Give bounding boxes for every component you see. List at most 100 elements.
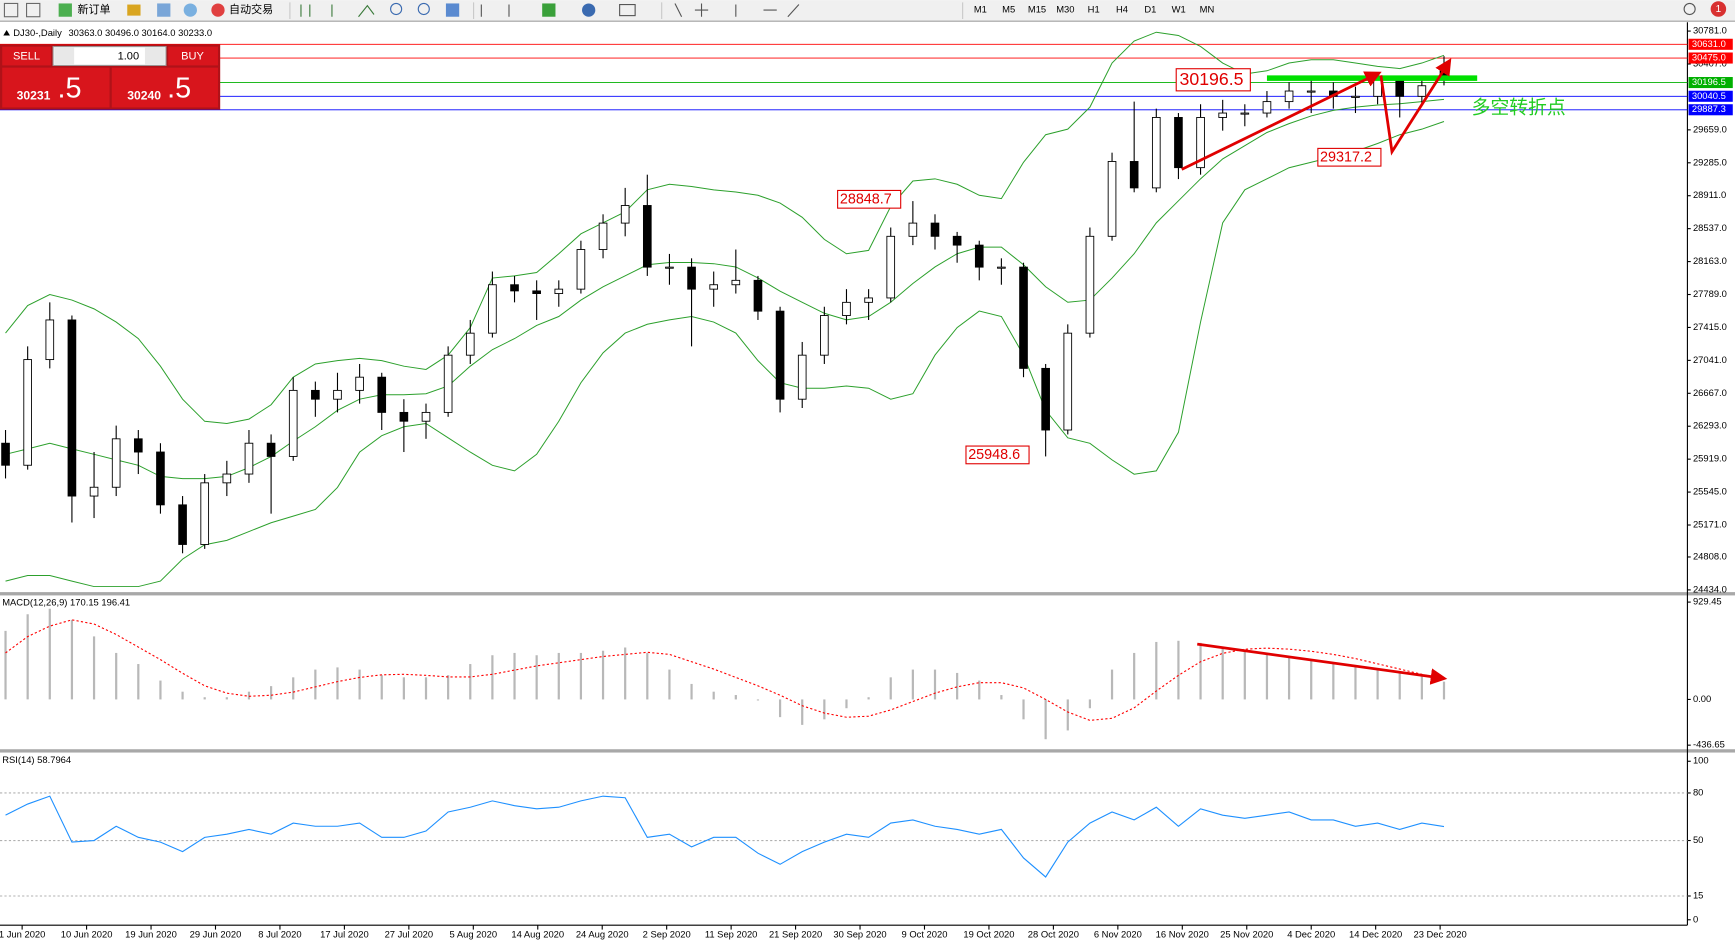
rsi-line: [5, 795, 1445, 878]
bid-box[interactable]: [2, 67, 110, 108]
candle-body: [377, 376, 387, 413]
timeframe-button[interactable]: H1: [1088, 4, 1100, 15]
candle-body: [1351, 95, 1360, 98]
symbol-icon: [3, 30, 10, 36]
x-tick-label: 24 Aug 2020: [576, 929, 629, 940]
timeframe-button[interactable]: D1: [1144, 4, 1156, 15]
candle-body: [488, 284, 497, 334]
candle-body: [200, 482, 210, 545]
candle-body: [1019, 266, 1028, 369]
y-tick-label: 24808.0: [1693, 550, 1727, 561]
candle-body: [510, 284, 519, 292]
price-level-tag: [1688, 52, 1733, 64]
candle-body: [1107, 161, 1117, 237]
timeframe-button[interactable]: H4: [1116, 4, 1128, 15]
candle-body: [952, 235, 962, 246]
panel-separator: [0, 592, 1735, 596]
buy-button[interactable]: [168, 46, 218, 66]
candle-body: [1085, 235, 1095, 334]
y-tick-label: 25545.0: [1693, 486, 1727, 497]
x-tick-label: 11 Sep 2020: [705, 929, 758, 940]
candle-body: [465, 332, 475, 356]
x-tick-label: 2 Sep 2020: [643, 929, 691, 940]
toolbar-icons: [3, 1, 1727, 19]
candle-body: [89, 486, 99, 497]
annotation: 29317.2: [1320, 150, 1372, 166]
candle-body: [620, 205, 630, 224]
y-tick-label: 27789.0: [1693, 288, 1727, 299]
x-tick-label: 6 Nov 2020: [1094, 929, 1142, 940]
candle-body: [642, 205, 652, 268]
price-level-tag: [1688, 104, 1733, 116]
bollinger-lower: [5, 121, 1445, 588]
candle-body: [45, 319, 55, 361]
x-tick-label: 29 Jun 2020: [190, 929, 242, 940]
toolbar: [0, 0, 1735, 22]
candle-body: [687, 266, 696, 290]
candle-body: [133, 438, 143, 453]
bollinger-upper: [5, 31, 1445, 425]
toolbar-button[interactable]: 新订单: [77, 2, 110, 16]
candle-body: [775, 310, 785, 400]
panel-title: MACD(12,26,9) 170.15 196.41: [2, 597, 130, 608]
chart-area: [0, 22, 1735, 943]
candle-body: [908, 222, 918, 237]
ask-fraction[interactable]: .5: [167, 72, 191, 104]
candle-body: [532, 290, 541, 294]
candle-body: [1151, 117, 1161, 189]
candle-body: [731, 279, 741, 286]
candle-body: [1174, 117, 1183, 169]
x-tick-label: 19 Oct 2020: [963, 929, 1014, 940]
candle-body: [1129, 161, 1139, 189]
candle-body: [355, 376, 364, 391]
notification-count[interactable]: 1: [1716, 4, 1722, 15]
candle-body: [797, 354, 807, 400]
candle-body: [842, 301, 851, 316]
price-level-tag: [1688, 90, 1733, 102]
y-tick-label: 27041.0: [1693, 354, 1727, 365]
y-tick-label: -436.65: [1693, 739, 1725, 750]
bid-fraction[interactable]: .5: [58, 72, 82, 104]
trade-panel: [0, 44, 221, 110]
timeframe-button[interactable]: W1: [1172, 4, 1186, 15]
candle-body: [443, 354, 453, 413]
y-tick-label: 28163.0: [1693, 255, 1727, 266]
y-tick-label: 28911.0: [1693, 189, 1726, 200]
lot-field[interactable]: [52, 46, 167, 66]
annotation: 25948.6: [968, 447, 1020, 463]
timeframe-button[interactable]: M15: [1028, 4, 1046, 15]
candle-body: [886, 235, 896, 299]
x-tick-label: 25 Nov 2020: [1220, 929, 1273, 940]
annotation: 28848.7: [840, 192, 892, 208]
timeframes: M1 M5 M15 M30 H1 H4 D1 W1 MN: [974, 4, 1215, 15]
macd-signal: [5, 619, 1445, 721]
bid-price[interactable]: 30231: [17, 89, 51, 103]
timeframe-button[interactable]: M1: [974, 4, 987, 15]
sell-label[interactable]: SELL: [13, 50, 40, 62]
candle-body: [930, 222, 940, 237]
price-level-label: 29887.3: [1692, 103, 1726, 114]
x-tick-label: 10 Jun 2020: [61, 929, 113, 940]
panel-title: RSI(14) 58.7964: [2, 754, 71, 765]
candle-body: [1063, 332, 1073, 431]
sell-button[interactable]: [2, 46, 51, 66]
x-tick-label: 27 Jul 2020: [385, 929, 434, 940]
buy-label[interactable]: BUY: [181, 50, 204, 62]
ask-box[interactable]: [111, 67, 218, 108]
candle-body: [820, 315, 829, 356]
ask-price[interactable]: 30240: [127, 89, 161, 103]
lot-value[interactable]: 1.00: [118, 50, 140, 62]
timeframe-button[interactable]: M5: [1002, 4, 1015, 15]
x-tick-label: 19 Jun 2020: [125, 929, 177, 940]
toolbar-button[interactable]: 自动交易: [229, 2, 273, 16]
candle-body: [1196, 117, 1205, 169]
candle-body: [244, 442, 254, 475]
y-tick-label: 0: [1693, 913, 1698, 924]
candle-body: [222, 473, 232, 484]
y-tick-label: 29659.0: [1693, 123, 1727, 134]
x-tick-label: 14 Dec 2020: [1349, 929, 1402, 940]
timeframe-button[interactable]: MN: [1200, 4, 1215, 15]
x-tick-label: 1 Jun 2020: [0, 929, 45, 940]
timeframe-button[interactable]: M30: [1056, 4, 1074, 15]
